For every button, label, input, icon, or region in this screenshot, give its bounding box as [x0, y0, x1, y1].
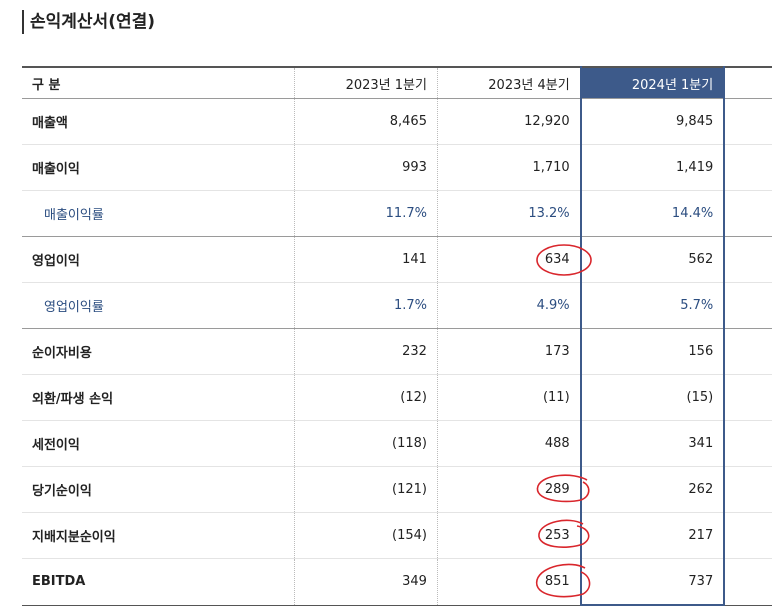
header-spacer: [724, 67, 772, 99]
table-row: 순이자비용 232 173 156: [22, 328, 772, 375]
header-2023-q1: 2023년 1분기: [294, 67, 438, 99]
cell-2024-q1: 737: [579, 558, 726, 606]
table-row: 매출액 8,465 12,920 9,845: [22, 98, 772, 145]
cell-2023-q1: (154): [294, 512, 438, 559]
cell-2023-q4: 289: [436, 466, 590, 513]
table-row: 매출이익률 11.7% 13.2% 14.4%: [22, 190, 772, 237]
header-2024-q1: 2024년 1분기: [579, 67, 726, 99]
cell-2023-q1: 232: [294, 328, 438, 375]
cell-2023-q1: (121): [294, 466, 438, 513]
cell-2023-q1: 349: [294, 558, 438, 606]
circled-value: 253: [538, 519, 590, 548]
table-row: 영업이익률 1.7% 4.9% 5.7%: [22, 282, 772, 329]
cell-2023-q4: 173: [436, 328, 581, 375]
cell-2024-q1: 1,419: [579, 144, 726, 191]
cell-2024-q1: 5.7%: [579, 282, 726, 329]
cell-2024-q1: 156: [579, 328, 726, 375]
row-label: 매출이익률: [22, 190, 295, 237]
table-row: 영업이익 141 634 562: [22, 236, 772, 283]
cell-2023-q1: 8,465: [294, 98, 438, 145]
cell-2023-q4: (11): [436, 374, 581, 421]
row-label: 영업이익: [22, 236, 295, 283]
row-label: 매출액: [22, 98, 295, 145]
row-label: 순이자비용: [22, 328, 295, 375]
header-label: 구 분: [22, 67, 295, 99]
table-row: EBITDA 349 851 737: [22, 558, 772, 606]
cell-2023-q1: 1.7%: [294, 282, 438, 329]
table-row: 세전이익 (118) 488 341: [22, 420, 772, 467]
cell-2023-q4: 634: [436, 236, 592, 283]
table-row: 매출이익 993 1,710 1,419: [22, 144, 772, 191]
cell-2023-q4: 253: [436, 512, 590, 559]
cell-2024-q1: 562: [579, 236, 726, 283]
cell-2023-q1: 141: [294, 236, 438, 283]
header-2023-q4: 2023년 4분기: [436, 67, 581, 99]
cell-2023-q4: 1,710: [436, 144, 581, 191]
cell-2023-q1: 993: [294, 144, 438, 191]
cell-2023-q4: 12,920: [436, 98, 581, 145]
cell-2023-q4: 488: [436, 420, 581, 467]
circled-value: 634: [536, 244, 592, 276]
cell-2023-q1: (118): [294, 420, 438, 467]
circled-value: 851: [535, 563, 591, 598]
cell-2023-q1: (12): [294, 374, 438, 421]
table-row: 당기순이익 (121) 289 262: [22, 466, 772, 513]
cell-2023-q4: 13.2%: [436, 190, 581, 237]
cell-2024-q1: (15): [579, 374, 726, 421]
table-header-row: 구 분 2023년 1분기 2023년 4분기 2024년 1분기: [22, 67, 772, 99]
row-label: 외환/파생 손익: [22, 374, 295, 421]
row-label: 세전이익: [22, 420, 295, 467]
cell-2024-q1: 262: [579, 466, 726, 513]
cell-2024-q1: 9,845: [579, 98, 726, 145]
table-row: 외환/파생 손익 (12) (11) (15): [22, 374, 772, 421]
cell-2023-q4: 4.9%: [436, 282, 581, 329]
cell-2024-q1: 217: [579, 512, 726, 559]
row-label: 지배지분순이익: [22, 512, 295, 559]
row-label: EBITDA: [22, 558, 295, 606]
cell-2023-q4: 851: [436, 558, 591, 606]
table-row: 지배지분순이익 (154) 253 217: [22, 512, 772, 559]
circled-value: 289: [536, 474, 590, 503]
cell-2024-q1: 341: [579, 420, 726, 467]
cell-2024-q1: 14.4%: [579, 190, 726, 237]
row-label: 당기순이익: [22, 466, 295, 513]
income-statement-table: 구 분 2023년 1분기 2023년 4분기 2024년 1분기 매출액 8,…: [22, 66, 772, 606]
cell-2023-q1: 11.7%: [294, 190, 438, 237]
row-label: 매출이익: [22, 144, 295, 191]
row-label: 영업이익률: [22, 282, 295, 329]
page-title: 손익계산서(연결): [22, 10, 155, 34]
